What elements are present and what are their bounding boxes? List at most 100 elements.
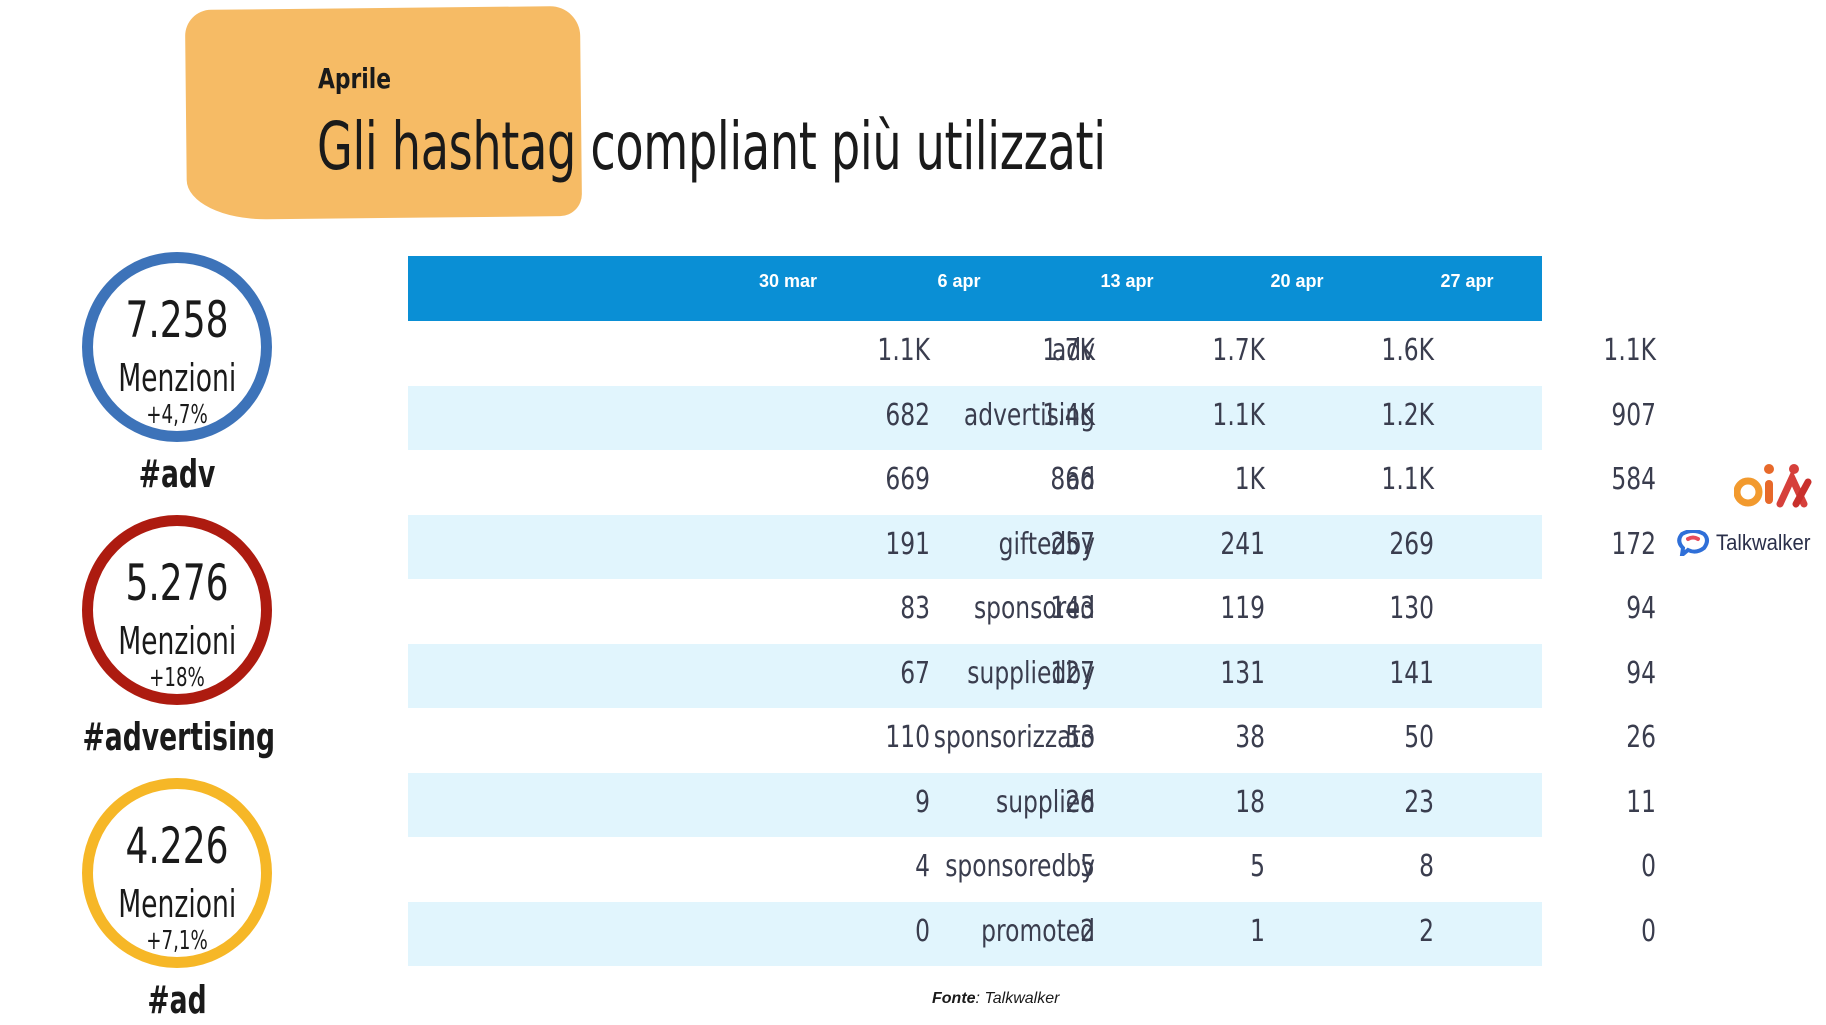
column-header: 20 apr	[1270, 271, 1324, 291]
table-row: adv 1.1K 1.7K 1.7K 1.6K 1.1K	[408, 321, 1656, 386]
hashtag-table: 30 mar 6 apr 13 apr 20 apr 27 apr adv 1.…	[408, 256, 1656, 966]
cell-value: 9	[915, 784, 930, 820]
cell-value: 907	[1611, 397, 1656, 433]
cell-value: 5	[1080, 849, 1095, 884]
row-hashtag: suppliedby	[967, 655, 1095, 691]
table-row: ad 669 866 1K 1.1K 584	[408, 450, 1656, 515]
cell-value: 1K	[1234, 462, 1265, 497]
cell-value: 94	[1626, 655, 1656, 691]
stat-ring: 7.258 Menzioni +4,7%	[82, 252, 272, 442]
cell-value: 18	[1235, 784, 1265, 820]
table-row: advertising 682 1.4K 1.1K 1.2K 907	[408, 385, 1656, 450]
row-hashtag: promoted	[981, 913, 1095, 949]
row-hashtag: sponsoredby	[945, 849, 1095, 884]
cell-value: 127	[1050, 655, 1095, 691]
cell-value: 682	[885, 397, 930, 433]
cell-value: 8	[1419, 849, 1434, 884]
row-hashtag: supplied	[996, 784, 1095, 820]
cell-value: 257	[1050, 526, 1095, 562]
stat-ring: 4.226 Menzioni +7,1%	[82, 778, 272, 968]
cell-value: 141	[1389, 655, 1434, 691]
row-hashtag: ad	[1065, 462, 1095, 497]
stat-value: 4.226	[125, 817, 229, 875]
stat-value: 5.276	[125, 554, 229, 612]
column-header: 27 apr	[1440, 271, 1494, 291]
cell-value: 0	[915, 913, 930, 949]
row-hashtag: sponsored	[973, 591, 1095, 626]
stat-hashtag: #advertising	[82, 715, 276, 759]
stat-delta: +4,7%	[146, 400, 208, 430]
talkwalker-logo: Talkwalker	[1676, 530, 1819, 556]
cell-value: 143	[1050, 591, 1095, 626]
stat-label: Menzioni	[118, 619, 237, 663]
table-row: suppliedby 67 127 131 141 94	[408, 643, 1656, 708]
logos: Talkwalker	[1672, 456, 1826, 566]
source-label: Fonte	[932, 990, 976, 1007]
column-header: 13 apr	[1100, 271, 1154, 291]
cell-value: 1.7K	[1212, 333, 1265, 368]
cell-value: 94	[1626, 591, 1656, 626]
cell-value: 669	[885, 462, 930, 497]
cell-value: 130	[1389, 591, 1434, 626]
column-header: 30 mar	[758, 271, 818, 291]
stat-hashtag: #adv	[138, 452, 216, 496]
cell-value: 1.1K	[877, 333, 930, 368]
source-note: Fonte: Talkwalker	[932, 990, 1059, 1008]
cell-value: 1.2K	[1381, 397, 1434, 433]
cell-value: 1.1K	[1603, 333, 1656, 368]
table-row: sponsorizzato 110 53 38 50 26	[408, 708, 1656, 773]
cell-value: 1.4K	[1042, 397, 1095, 433]
stat-advertising: 5.276 Menzioni +18% #advertising	[82, 515, 275, 759]
cell-value: 2	[1080, 913, 1095, 949]
row-hashtag: advertising	[963, 397, 1095, 433]
table-row: sponsoredby 4 5 5 8 0	[408, 837, 1656, 902]
page-title: Gli hashtag compliant più utilizzati	[317, 108, 1106, 185]
stat-label: Menzioni	[118, 356, 237, 400]
cell-value: 1.1K	[1381, 462, 1434, 497]
cell-value: 4	[915, 849, 930, 884]
cell-value: 0	[1641, 849, 1656, 884]
cell-value: 0	[1641, 913, 1656, 949]
stat-ad: 4.226 Menzioni +7,1% #ad	[82, 778, 272, 1022]
cell-value: 269	[1389, 526, 1434, 562]
cell-value: 11	[1626, 784, 1656, 820]
cell-value: 83	[900, 591, 930, 626]
cell-value: 1.6K	[1381, 333, 1434, 368]
cell-value: 241	[1220, 526, 1265, 562]
cell-value: 119	[1220, 591, 1265, 626]
stat-delta: +7,1%	[146, 926, 208, 956]
stat-adv: 7.258 Menzioni +4,7% #adv	[82, 252, 272, 496]
cell-value: 1.1K	[1212, 397, 1265, 433]
row-hashtag: giftedby	[998, 526, 1095, 562]
source-value: : Talkwalker	[975, 990, 1060, 1007]
row-hashtag: adv	[1051, 333, 1095, 368]
cell-value: 131	[1220, 655, 1265, 691]
column-header: 6 apr	[937, 271, 981, 291]
cell-value: 1.7K	[1042, 333, 1095, 368]
stat-hashtag: #ad	[147, 978, 207, 1022]
table-row: supplied 9 26 18 23 11	[408, 772, 1656, 837]
row-hashtag: sponsorizzato	[933, 720, 1095, 755]
cell-value: 50	[1404, 720, 1434, 755]
cell-value: 53	[1065, 720, 1095, 755]
cell-value: 38	[1235, 720, 1265, 755]
stat-ring: 5.276 Menzioni +18%	[82, 515, 272, 705]
cell-value: 26	[1065, 784, 1095, 820]
cell-value: 5	[1250, 849, 1265, 884]
cell-value: 110	[885, 720, 930, 755]
cell-value: 23	[1404, 784, 1434, 820]
cell-value: 26	[1626, 720, 1656, 755]
talkwalker-icon	[1677, 530, 1709, 556]
oii-logo-icon	[1734, 464, 1812, 508]
cell-value: 1	[1250, 913, 1265, 949]
cell-value: 866	[1050, 462, 1095, 497]
page-subtitle: Aprile	[318, 62, 392, 95]
cell-value: 584	[1611, 462, 1656, 497]
table-row: promoted 0 2 1 2 0	[408, 901, 1656, 966]
table-header: 30 mar 6 apr 13 apr 20 apr 27 apr	[408, 256, 1542, 321]
table-row: sponsored 83 143 119 130 94	[408, 579, 1656, 644]
table-row: giftedby 191 257 241 269 172	[408, 514, 1656, 579]
cell-value: 67	[900, 655, 930, 691]
cell-value: 191	[885, 526, 930, 562]
cell-value: 172	[1611, 526, 1656, 562]
